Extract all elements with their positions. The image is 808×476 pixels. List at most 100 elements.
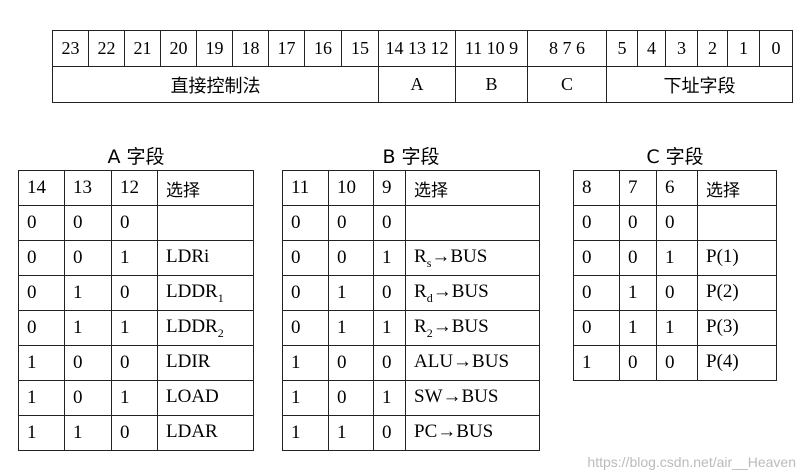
bit-value-cell: 0 <box>573 240 620 276</box>
bit-value-cell: 0 <box>328 380 374 416</box>
selection-text: LDDR <box>166 315 218 337</box>
selection-text: R <box>414 280 427 302</box>
selection-cell: LDAR <box>157 415 254 451</box>
field-c: C <box>527 66 607 103</box>
selection-cell: LDIR <box>157 345 254 381</box>
selection-text: ALU→BUS <box>414 350 510 372</box>
header-cell: 选择 <box>697 170 777 206</box>
selection-cell <box>405 205 540 241</box>
selection-suffix: →BUS <box>432 315 489 337</box>
table-b-title: B 字段 <box>382 146 440 168</box>
bit-cell: 1 <box>727 30 760 67</box>
bit-value-cell: 1 <box>111 240 158 276</box>
header-row: 14 13 12 选择 <box>18 170 254 206</box>
bit-value-cell: 0 <box>64 240 112 276</box>
header-row: 11 10 9 选择 <box>282 170 540 206</box>
selection-cell <box>157 205 254 241</box>
bit-value-cell: 0 <box>18 205 65 241</box>
selection-text: P(4) <box>706 350 739 372</box>
bit-value-cell: 0 <box>656 345 698 381</box>
selection-text: LDRi <box>166 245 210 267</box>
selection-cell: P(3) <box>697 310 777 346</box>
bit-value-cell: 0 <box>18 310 65 346</box>
bit-value-cell: 0 <box>619 240 657 276</box>
selection-cell: LOAD <box>157 380 254 416</box>
selection-subscript: d <box>426 290 433 305</box>
table-row: 1 1 0 PC→BUS <box>282 415 540 451</box>
table-row: 0 1 0 Rd→BUS <box>282 275 540 311</box>
selection-cell <box>697 205 777 241</box>
bit-value-cell: 0 <box>619 205 657 241</box>
selection-cell: P(1) <box>697 240 777 276</box>
bit-value-cell: 0 <box>64 345 112 381</box>
header-cell: 选择 <box>157 170 254 206</box>
header-cell: 13 <box>64 170 112 206</box>
field-a: A <box>378 66 456 103</box>
bit-value-cell: 0 <box>18 240 65 276</box>
bit-value-cell: 1 <box>64 415 112 451</box>
bit-value-cell: 1 <box>373 310 406 346</box>
header-cell: 14 <box>18 170 65 206</box>
table-row: 0 1 0 LDDR1 <box>18 275 254 311</box>
selection-cell: LDRi <box>157 240 254 276</box>
bit-value-cell: 1 <box>282 380 329 416</box>
selection-cell: LDDR1 <box>157 275 254 311</box>
table-row: 0 0 1 P(1) <box>573 240 777 276</box>
bit-cell: 22 <box>88 30 125 67</box>
selection-text: P(2) <box>706 280 739 302</box>
bit-value-cell: 1 <box>18 345 65 381</box>
selection-text: LDAR <box>166 420 218 442</box>
header-cell: 10 <box>328 170 374 206</box>
bit-value-cell: 0 <box>282 275 329 311</box>
header-cell: 6 <box>656 170 698 206</box>
selection-cell: PC→BUS <box>405 415 540 451</box>
bit-value-cell: 1 <box>64 275 112 311</box>
selection-cell: Rs→BUS <box>405 240 540 276</box>
bit-value-cell: 0 <box>619 345 657 381</box>
bit-value-cell: 0 <box>111 415 158 451</box>
bit-value-cell: 0 <box>111 275 158 311</box>
header-cell: 8 <box>573 170 620 206</box>
bit-cell: 3 <box>665 30 698 67</box>
bit-cell: 16 <box>304 30 342 67</box>
field-row: 直接控制法 A B C 下址字段 <box>52 66 793 103</box>
table-row: 1 0 1 LOAD <box>18 380 254 416</box>
bit-value-cell: 0 <box>573 205 620 241</box>
selection-subscript: 2 <box>426 325 433 340</box>
selection-suffix: →BUS <box>431 245 488 267</box>
bit-cell: 21 <box>124 30 161 67</box>
selection-cell: LDDR2 <box>157 310 254 346</box>
bit-value-cell: 0 <box>373 345 406 381</box>
selection-subscript: 2 <box>217 325 224 340</box>
selection-suffix: →BUS <box>432 280 489 302</box>
bit-value-cell: 1 <box>18 380 65 416</box>
header-cell: 12 <box>111 170 158 206</box>
bit-value-cell: 0 <box>64 205 112 241</box>
selection-text: LDDR <box>166 280 218 302</box>
bit-value-cell: 1 <box>619 275 657 311</box>
selection-text: R <box>414 245 427 267</box>
bit-value-cell: 0 <box>18 275 65 311</box>
selection-subscript: s <box>426 255 432 270</box>
bit-value-cell: 1 <box>573 345 620 381</box>
bit-value-cell: 0 <box>282 310 329 346</box>
bit-cell: 5 <box>606 30 638 67</box>
watermark: https://blog.csdn.net/air__Heaven <box>587 454 796 470</box>
selection-text: PC→BUS <box>414 420 494 442</box>
table-row: 1 0 0 ALU→BUS <box>282 345 540 381</box>
bit-cell: 15 <box>341 30 379 67</box>
bit-value-cell: 0 <box>328 205 374 241</box>
table-row: 1 1 0 LDAR <box>18 415 254 451</box>
bit-cell: 17 <box>268 30 305 67</box>
bit-value-cell: 1 <box>111 310 158 346</box>
table-row: 1 0 0 P(4) <box>573 345 777 381</box>
table-row: 1 0 1 SW→BUS <box>282 380 540 416</box>
bit-cell: 19 <box>196 30 233 67</box>
table-row: 0 1 0 P(2) <box>573 275 777 311</box>
bit-value-cell: 0 <box>656 275 698 311</box>
bit-value-cell: 1 <box>111 380 158 416</box>
bit-value-cell: 0 <box>573 310 620 346</box>
